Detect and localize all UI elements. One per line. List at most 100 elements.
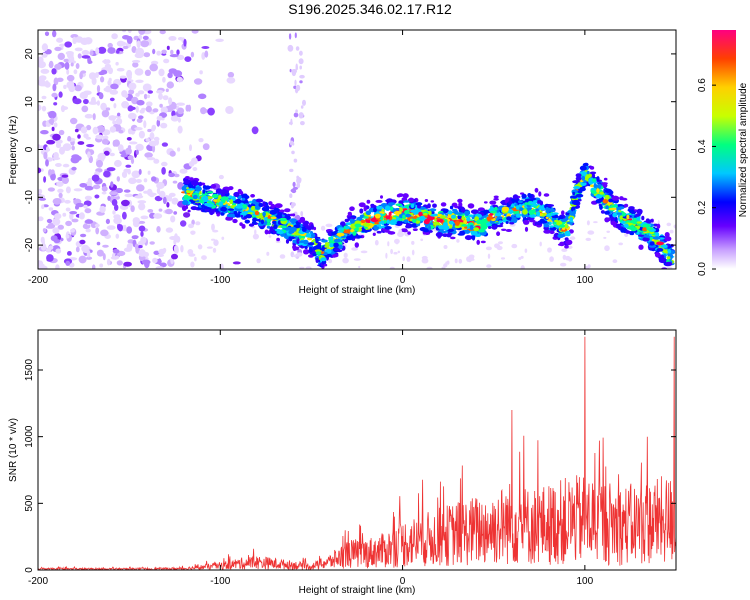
ridge-blob [563,224,569,229]
noise-blob [103,170,111,178]
noise-blob [128,89,135,95]
noise-blob [114,255,120,260]
ridge-blob [629,232,635,236]
ridge-blob [661,244,668,248]
noise-blob [53,102,58,106]
ridge-blob [625,230,631,234]
noise-blob [66,74,75,82]
figure-title: S196.2025.346.02.17.R12 [288,1,452,17]
noise-blob [122,30,126,33]
noise-blob [127,30,132,33]
y-tick-label: 0 [24,146,35,152]
ridge-blob [405,213,412,218]
noise-blob [291,150,295,155]
noise-blob [221,236,225,240]
noise-blob [199,70,203,75]
ridge-blob [560,218,568,222]
ridge-blob [427,229,433,233]
noise-blob [298,112,304,119]
ridge-blob [487,226,492,229]
ridge-blob [575,193,584,198]
ridge-blob [273,207,280,212]
noise-blob [137,200,147,204]
colorbar-tick-label: 0.2 [697,200,708,214]
ridge-blob [385,215,391,220]
noise-blob [138,202,146,211]
noise-blob [71,166,77,171]
noise-blob [38,263,43,269]
noise-blob [64,41,72,48]
noise-blob [569,236,576,240]
noise-blob [148,140,158,147]
noise-blob [85,136,92,140]
noise-blob [70,156,80,164]
ridge-blob [658,256,664,261]
ridge-blob [220,212,225,216]
noise-blob [220,263,224,269]
ridge-blob [308,242,315,246]
snr-frame [37,329,677,571]
x-tick-label: -100 [210,576,230,587]
noise-blob [67,251,72,256]
ridge-blob [333,242,339,248]
ridge-blob [656,223,661,229]
ridge-blob [543,224,550,228]
ridge-blob [529,219,536,223]
ridge-blob [443,219,448,224]
ridge-blob [235,205,244,209]
noise-blob [297,176,301,181]
noise-blob [124,193,133,198]
noise-blob [603,236,607,239]
noise-blob [38,104,42,111]
ridge-blob [390,206,394,211]
noise-blob [156,90,164,94]
ridge-blob [423,219,430,225]
ridge-blob [423,212,428,216]
ridge-blob [410,203,415,209]
noise-blob [618,242,623,246]
noise-blob [162,95,169,101]
noise-blob [123,261,132,267]
ridge-blob [480,240,486,244]
noise-blob [136,184,145,192]
noise-blob [127,128,133,135]
noise-blob [421,258,429,264]
noise-blob [58,129,65,136]
noise-blob [296,182,301,189]
ridge-blob [192,194,198,200]
ridge-blob [457,212,464,215]
noise-blob [143,52,151,58]
ridge-blob [394,208,401,211]
noise-blob [159,30,166,35]
noise-blob [153,158,160,164]
ridge-blob [521,193,527,199]
ridge-blob [430,213,437,217]
noise-blob [47,187,56,192]
ridge-blob [402,214,407,220]
ridge-blob [549,230,555,235]
noise-blob [254,229,257,235]
ridge-blob [245,214,253,219]
snr-xlabel: Height of straight line (km) [299,585,416,596]
ridge-blob [449,205,454,210]
ridge-blob [457,198,463,203]
ridge-blob [440,202,447,207]
noise-blob [48,169,53,176]
noise-blob [70,62,74,67]
ridge-blob [565,233,571,237]
ridge-blob [610,216,616,222]
noise-blob [454,258,458,264]
noise-blob [168,36,177,41]
ridge-blob [374,213,381,219]
noise-blob [55,142,62,148]
noise-blob [190,261,195,268]
noise-blob [289,193,293,198]
ridge-blob [509,221,515,225]
noise-blob [279,254,286,259]
noise-blob [292,181,296,188]
noise-blob [201,46,210,49]
ridge-blob [258,202,263,207]
noise-blob [79,183,88,188]
noise-blob [137,240,144,247]
noise-blob [351,247,358,251]
